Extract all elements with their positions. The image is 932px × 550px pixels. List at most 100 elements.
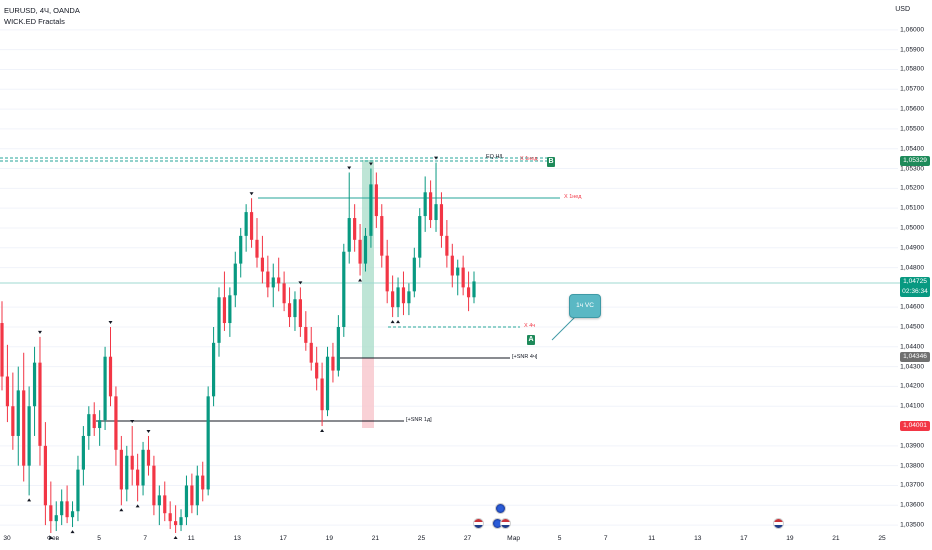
candle[interactable] (255, 239, 259, 258)
candle[interactable] (282, 283, 286, 304)
eu-event-flag-icon[interactable] (495, 503, 506, 514)
candle[interactable] (32, 362, 37, 407)
candle[interactable] (461, 267, 465, 288)
candle[interactable] (146, 449, 151, 466)
candle[interactable] (249, 212, 254, 240)
candle[interactable] (374, 184, 378, 217)
callout-1h-vc[interactable]: 1ч VC (569, 294, 601, 318)
candle[interactable] (277, 277, 281, 284)
candle[interactable] (119, 449, 123, 490)
candle[interactable] (136, 469, 140, 486)
candle[interactable] (396, 287, 400, 308)
candle[interactable] (43, 445, 48, 506)
candle[interactable] (347, 218, 351, 252)
candle[interactable] (325, 356, 330, 411)
candle[interactable] (49, 505, 53, 522)
candle[interactable] (428, 192, 433, 221)
candle[interactable] (439, 204, 444, 236)
candle[interactable] (472, 281, 476, 298)
candle[interactable] (125, 455, 129, 490)
fractal-high-marker (108, 320, 113, 324)
candle[interactable] (222, 297, 227, 324)
candle[interactable] (38, 362, 42, 446)
marker-b[interactable]: B (547, 157, 555, 167)
candle[interactable] (401, 287, 406, 304)
candle[interactable] (266, 271, 270, 288)
candle[interactable] (168, 513, 172, 522)
candle[interactable] (407, 291, 411, 304)
candle[interactable] (98, 420, 102, 429)
candle[interactable] (76, 469, 80, 512)
candle[interactable] (358, 239, 362, 264)
symbol-title[interactable]: EURUSD, 4Ч, OANDA (4, 6, 80, 15)
candle[interactable] (369, 184, 373, 236)
candle[interactable] (233, 263, 237, 296)
candle[interactable] (456, 267, 460, 276)
candle[interactable] (195, 475, 199, 506)
candle[interactable] (54, 515, 58, 522)
candle[interactable] (363, 235, 368, 264)
candle[interactable] (16, 390, 20, 436)
candle[interactable] (418, 216, 422, 258)
candle[interactable] (60, 501, 64, 516)
candle[interactable] (445, 235, 449, 256)
candle[interactable] (336, 326, 340, 371)
us-event-flag-icon-2[interactable] (500, 518, 511, 529)
us-event-flag-icon[interactable] (473, 518, 484, 529)
candle[interactable] (391, 291, 395, 308)
candle[interactable] (353, 218, 357, 240)
candle[interactable] (228, 295, 232, 324)
candle[interactable] (130, 455, 134, 470)
candle[interactable] (81, 435, 85, 470)
candle[interactable] (380, 216, 384, 256)
marker-a[interactable]: A (527, 335, 535, 345)
candle[interactable] (157, 495, 161, 506)
candle[interactable] (271, 277, 275, 288)
candle[interactable] (331, 356, 335, 371)
candle[interactable] (466, 287, 471, 298)
candle[interactable] (184, 485, 189, 518)
candle[interactable] (293, 299, 297, 318)
candle[interactable] (287, 303, 292, 318)
candle[interactable] (450, 255, 454, 276)
candle[interactable] (65, 501, 69, 518)
candle[interactable] (0, 323, 4, 377)
candle[interactable] (163, 495, 167, 514)
candle[interactable] (103, 356, 107, 421)
candle[interactable] (423, 192, 427, 217)
candle[interactable] (239, 235, 243, 264)
candle[interactable] (244, 212, 248, 236)
candle[interactable] (260, 257, 265, 272)
indicator-name[interactable]: WICK.ED Fractals (4, 17, 65, 26)
candle[interactable] (179, 517, 183, 526)
candle[interactable] (342, 251, 346, 327)
candle[interactable] (152, 465, 156, 506)
candle[interactable] (190, 485, 194, 506)
candle[interactable] (298, 299, 302, 327)
candle[interactable] (217, 297, 221, 343)
us-event-flag-icon-3[interactable] (773, 518, 784, 529)
candle[interactable] (174, 521, 178, 526)
candle[interactable] (92, 414, 96, 429)
candle[interactable] (309, 342, 313, 363)
candle[interactable] (206, 396, 210, 490)
candle[interactable] (11, 406, 15, 436)
candle[interactable] (5, 376, 10, 407)
candle[interactable] (141, 449, 145, 486)
candle[interactable] (434, 204, 438, 221)
candle[interactable] (108, 356, 113, 397)
candle[interactable] (201, 475, 205, 490)
candle[interactable] (304, 326, 308, 343)
candle[interactable] (320, 378, 324, 411)
candle[interactable] (412, 257, 416, 292)
candle[interactable] (22, 390, 26, 466)
candle[interactable] (114, 396, 118, 450)
candle[interactable] (70, 511, 75, 518)
candle[interactable] (211, 342, 216, 397)
candle[interactable] (315, 362, 319, 379)
candle[interactable] (385, 255, 389, 292)
candle[interactable] (27, 406, 31, 466)
candle[interactable] (87, 414, 91, 436)
